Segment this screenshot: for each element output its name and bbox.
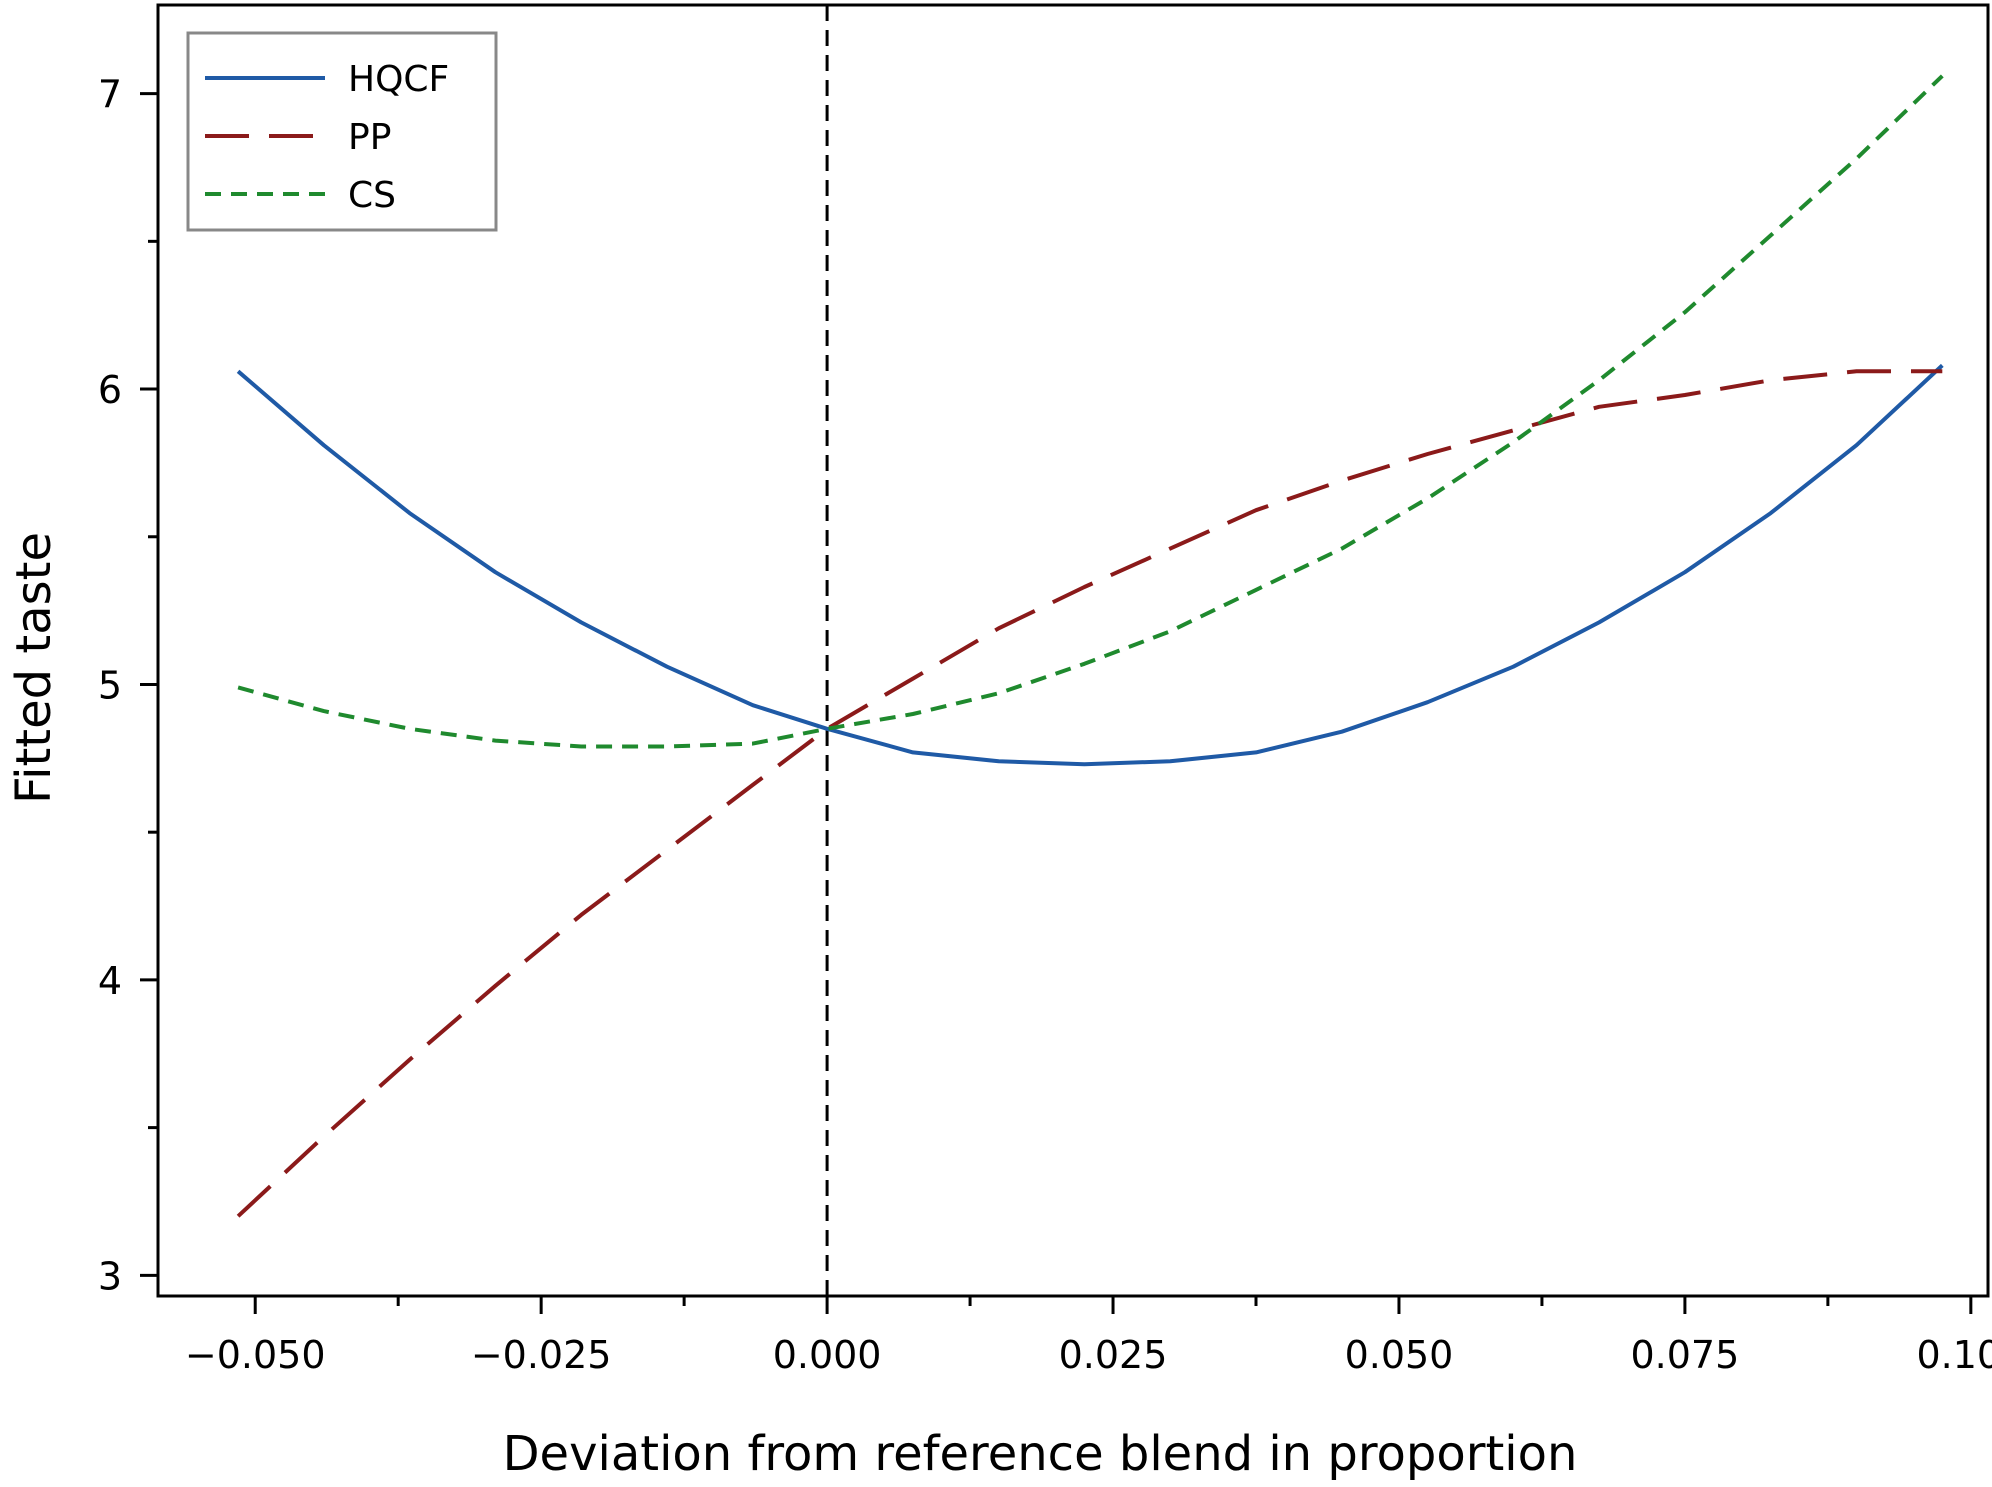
y-tick-label: 5 bbox=[98, 663, 122, 707]
legend-box bbox=[186, 31, 498, 232]
y-tick-label: 4 bbox=[98, 959, 122, 1003]
x-tick-label: −0.025 bbox=[471, 1333, 612, 1377]
legend-label-pp: PP bbox=[348, 117, 391, 158]
series-line-pp bbox=[236, 369, 1943, 1218]
x-tick-label: 0.075 bbox=[1631, 1333, 1740, 1377]
plot-frame bbox=[156, 3, 1990, 1298]
x-tick-label: 0.050 bbox=[1345, 1333, 1454, 1377]
legend-label-cs: CS bbox=[348, 175, 396, 216]
legend-label-hqcf: HQCF bbox=[348, 59, 449, 100]
y-axis: 3 4 5 6 7 bbox=[98, 73, 158, 1298]
series-line-cs bbox=[237, 74, 1944, 749]
series-line-hqcf bbox=[236, 363, 1944, 767]
x-axis: −0.050 −0.025 0.000 0.025 0.050 0.075 0.100 bbox=[185, 1296, 1992, 1377]
legend-items: HQCF PP CS bbox=[205, 59, 449, 216]
x-axis-title: Deviation from reference blend in propor… bbox=[503, 1426, 1578, 1482]
x-tick-label: 0.100 bbox=[1916, 1333, 1992, 1377]
series-layer bbox=[236, 74, 1944, 1218]
legend: HQCF PP CS bbox=[186, 31, 498, 232]
x-tick-label: −0.050 bbox=[185, 1333, 326, 1377]
x-tick-label: 0.000 bbox=[773, 1333, 882, 1377]
y-tick-label: 7 bbox=[98, 73, 122, 117]
x-tick-label: 0.025 bbox=[1059, 1333, 1168, 1377]
y-tick-label: 3 bbox=[98, 1254, 122, 1298]
y-tick-label: 6 bbox=[98, 368, 122, 412]
y-axis-title: Fitted taste bbox=[6, 532, 62, 804]
